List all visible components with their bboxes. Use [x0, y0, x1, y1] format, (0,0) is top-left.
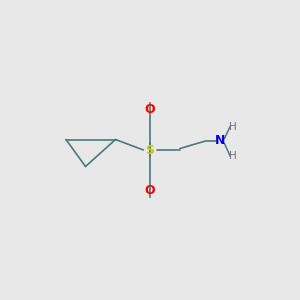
- Text: O: O: [145, 184, 155, 197]
- Text: H: H: [229, 151, 236, 161]
- Text: O: O: [145, 103, 155, 116]
- Text: S: S: [146, 143, 154, 157]
- Text: H: H: [229, 122, 236, 132]
- Text: N: N: [215, 134, 226, 148]
